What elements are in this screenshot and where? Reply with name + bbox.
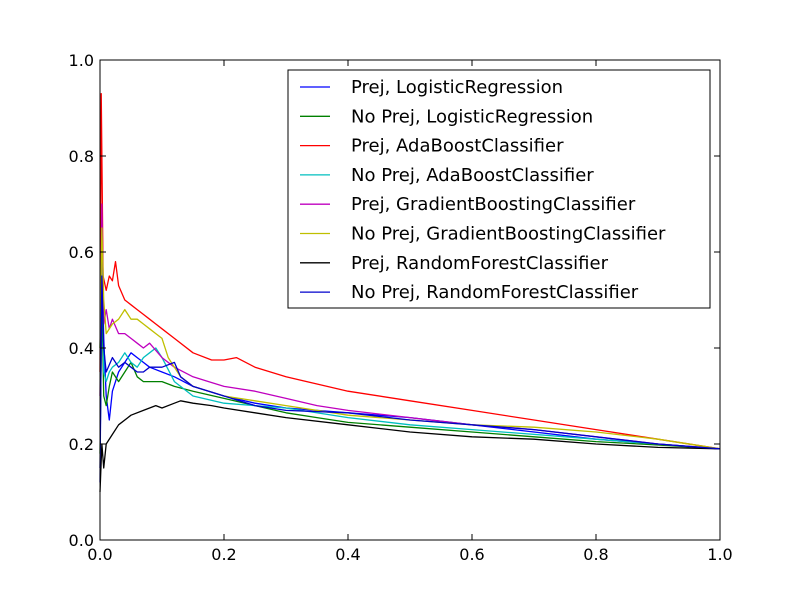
x-tick-label: 1.0 [707, 545, 732, 564]
series-line-3 [99, 241, 721, 450]
x-tick-label: 0.8 [583, 545, 608, 564]
legend-label-5: No Prej, GradientBoostingClassifier [351, 224, 666, 245]
x-tick-label: 0.0 [87, 545, 112, 564]
y-tick-label: 1.0 [69, 51, 94, 70]
series-layer [99, 92, 721, 493]
x-tick-label: 0.6 [459, 545, 484, 564]
legend-label-3: No Prej, AdaBoostClassifier [351, 165, 594, 186]
legend-box [287, 69, 711, 309]
legend-label-4: Prej, GradientBoostingClassifier [351, 194, 636, 215]
series-line-6 [99, 400, 721, 493]
y-tick-label: 0.6 [69, 243, 94, 262]
legend-label-2: Prej, AdaBoostClassifier [351, 136, 564, 157]
x-tick-label: 0.2 [211, 545, 236, 564]
series-line-2 [99, 92, 721, 450]
y-tick-label: 0.8 [69, 147, 94, 166]
x-tick-label: 0.4 [335, 545, 360, 564]
legend-label-1: No Prej, LogisticRegression [351, 106, 593, 127]
y-tick-label: 0.4 [69, 339, 94, 358]
y-tick-label: 0.2 [69, 435, 94, 454]
y-tick-label: 0.0 [69, 531, 94, 550]
series-line-7 [99, 275, 721, 469]
series-line-1 [99, 299, 721, 454]
tick-layer: 0.0 0.2 0.4 0.6 0.8 1.0 0.0 0.2 0.4 0.6 0.8 1.0 [69, 51, 733, 564]
legend-label-6: Prej, RandomForestClassifier [351, 253, 609, 274]
legend-label-7: No Prej, RandomForestClassifier [351, 282, 639, 303]
legend: Prej, LogisticRegression No Prej, Logisti… [287, 69, 711, 309]
legend-label-0: Prej, LogisticRegression [351, 77, 563, 98]
plot-frame [99, 59, 721, 541]
